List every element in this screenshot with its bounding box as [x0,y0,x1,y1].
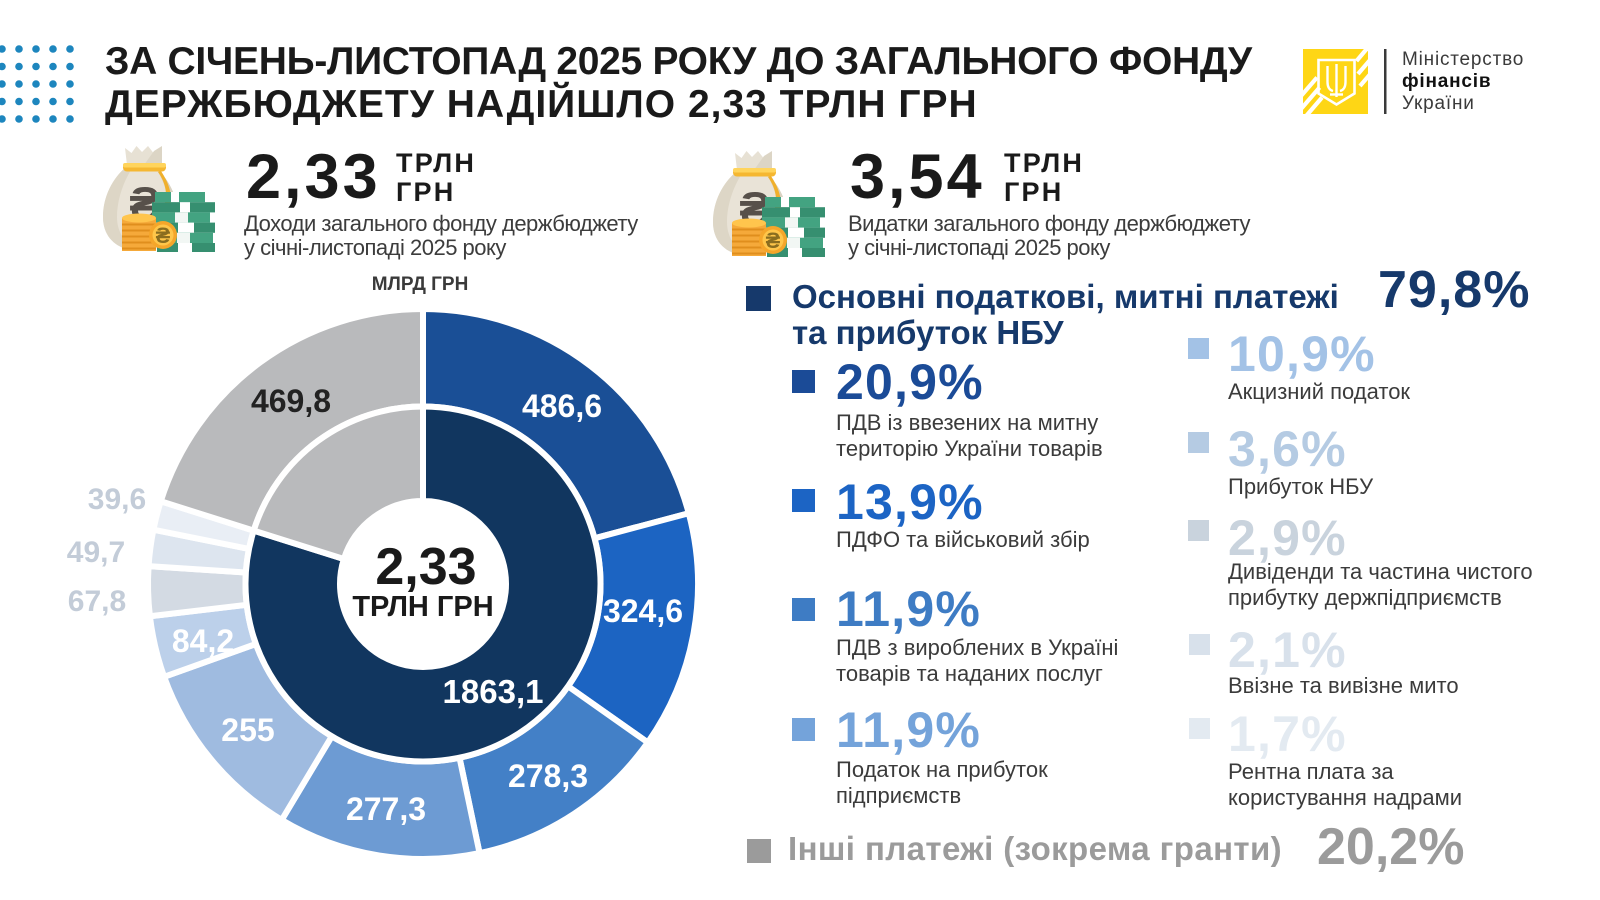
svg-text:МЛРД ГРН: МЛРД ГРН [372,274,469,295]
svg-text:67,8: 67,8 [68,585,126,618]
svg-text:486,6: 486,6 [522,388,602,424]
svg-text:255: 255 [221,712,274,748]
svg-text:469,8: 469,8 [251,383,331,419]
svg-text:277,3: 277,3 [346,791,426,827]
svg-text:2,33: 2,33 [375,538,476,596]
svg-text:₴: ₴ [156,223,171,248]
svg-text:39,6: 39,6 [88,483,146,516]
svg-text:1863,1: 1863,1 [443,673,544,710]
svg-text:84,2: 84,2 [172,623,234,659]
svg-text:ТРЛН ГРН: ТРЛН ГРН [352,591,493,623]
svg-text:49,7: 49,7 [67,536,125,569]
svg-text:324,6: 324,6 [603,593,683,629]
svg-text:278,3: 278,3 [508,758,588,794]
